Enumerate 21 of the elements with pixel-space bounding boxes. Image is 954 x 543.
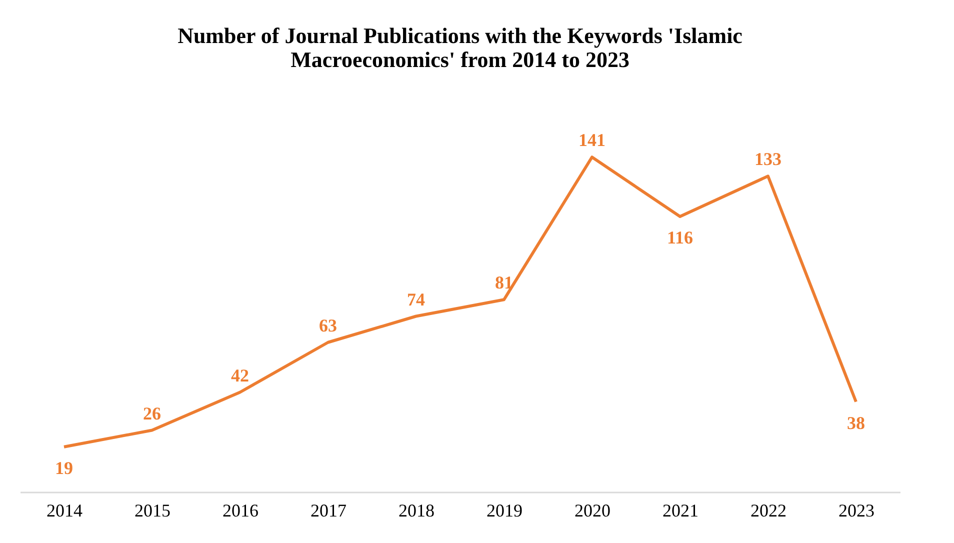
data-label: 26 [143,403,161,424]
x-tick-label: 2020 [574,500,610,520]
data-label: 74 [407,289,425,310]
x-tick-label: 2022 [750,500,786,520]
data-label: 133 [754,149,782,170]
data-label: 81 [495,272,513,293]
x-tick-label: 2014 [46,500,82,520]
data-label: 19 [55,458,73,478]
x-tick-label: 2016 [222,500,258,520]
chart-title: Number of Journal Publications with the Keywords 'Islamic Macroeconomics' from 2014 to 2023 [178,23,743,72]
x-tick-label: 2017 [310,500,346,520]
x-tick-label: 2021 [662,500,698,520]
x-tick-label: 2019 [486,500,522,520]
x-tick-label: 2015 [134,500,170,520]
data-label: 141 [578,130,606,150]
x-tick-label: 2023 [838,500,874,520]
x-tick-label: 2018 [398,500,434,520]
data-label: 42 [231,365,249,386]
data-label: 38 [847,412,865,433]
data-label: 63 [319,315,337,336]
data-label: 116 [666,228,694,248]
